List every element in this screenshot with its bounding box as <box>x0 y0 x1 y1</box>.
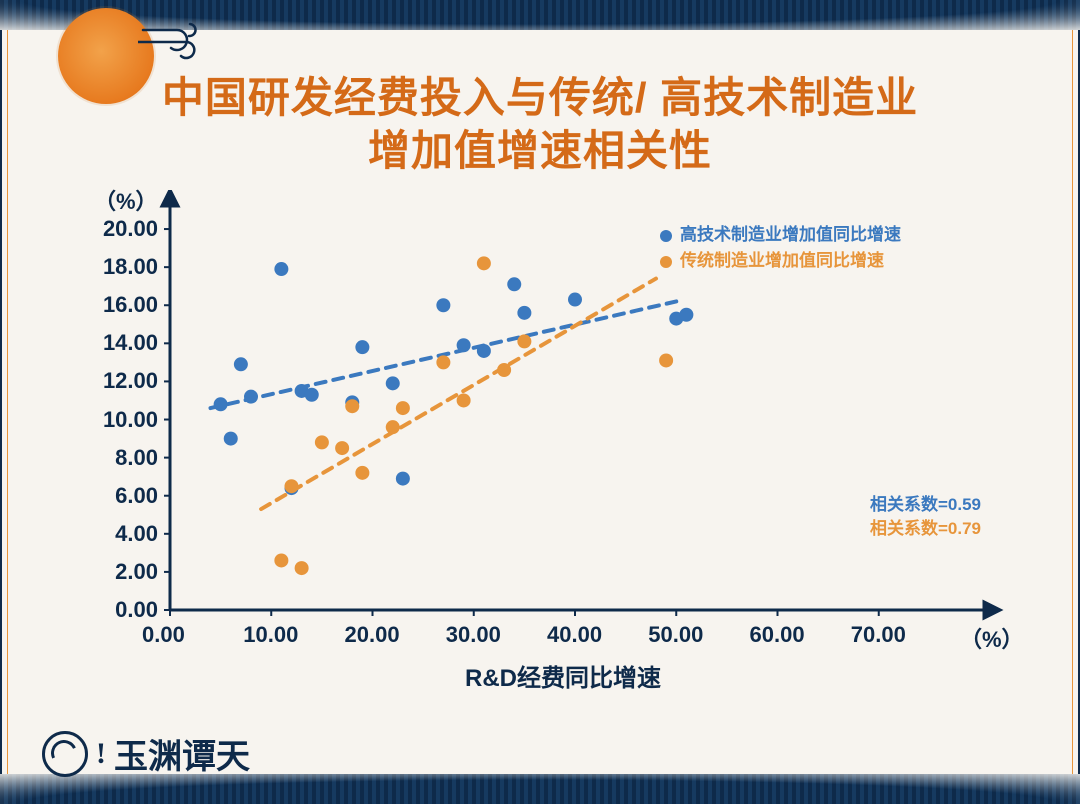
x-tick-label: 50.00 <box>648 622 703 648</box>
y-tick-label: 12.00 <box>103 368 158 394</box>
legend-marker-icon <box>660 230 672 242</box>
x-tick-label: 40.00 <box>547 622 602 648</box>
x-tick-label: 0.00 <box>142 622 185 648</box>
legend-item: 传统制造业增加值同比增速 <box>660 246 884 271</box>
x-tick-label: 30.00 <box>446 622 501 648</box>
title-line-1: 中国研发经费投入与传统/ 高技术制造业 <box>0 72 1080 125</box>
y-tick-label: 20.00 <box>103 216 158 242</box>
correlation-coefficient: 相关系数=0.79 <box>870 514 981 539</box>
x-tick-label: 60.00 <box>750 622 805 648</box>
x-tick-label: 20.00 <box>345 622 400 648</box>
title-line-2: 增加值增速相关性 <box>0 125 1080 178</box>
decorative-wave-top <box>0 0 1080 30</box>
x-tick-label: 10.00 <box>243 622 298 648</box>
x-axis-unit: （%） <box>960 622 1024 654</box>
y-tick-label: 4.00 <box>115 521 158 547</box>
y-tick-label: 16.00 <box>103 292 158 318</box>
source-watermark: ! 玉渊谭天 <box>42 729 250 778</box>
y-tick-label: 18.00 <box>103 254 158 280</box>
y-tick-label: 10.00 <box>103 407 158 433</box>
infographic-card: 中国研发经费投入与传统/ 高技术制造业 增加值增速相关性 （%） （%） R&D… <box>0 0 1080 804</box>
y-tick-label: 8.00 <box>115 445 158 471</box>
correlation-coefficient: 相关系数=0.59 <box>870 490 981 515</box>
watermark-logo-icon <box>42 731 88 777</box>
chart-title: 中国研发经费投入与传统/ 高技术制造业 增加值增速相关性 <box>0 72 1080 177</box>
legend-label: 高技术制造业增加值同比增速 <box>680 225 901 244</box>
watermark-text: 玉渊谭天 <box>114 729 250 778</box>
legend-item: 高技术制造业增加值同比增速 <box>660 220 901 245</box>
y-tick-label: 2.00 <box>115 559 158 585</box>
legend-marker-icon <box>660 256 672 268</box>
y-tick-label: 6.00 <box>115 483 158 509</box>
y-tick-label: 14.00 <box>103 330 158 356</box>
scatter-chart: （%） （%） R&D经费同比增速 0.002.004.006.008.0010… <box>60 190 1040 710</box>
x-tick-label: 70.00 <box>851 622 906 648</box>
x-axis-title: R&D经费同比增速 <box>465 658 661 693</box>
watermark-exclaim-icon: ! <box>96 737 106 771</box>
legend-label: 传统制造业增加值同比增速 <box>680 251 884 270</box>
y-tick-label: 0.00 <box>115 597 158 623</box>
decorative-wave-bottom <box>0 774 1080 804</box>
